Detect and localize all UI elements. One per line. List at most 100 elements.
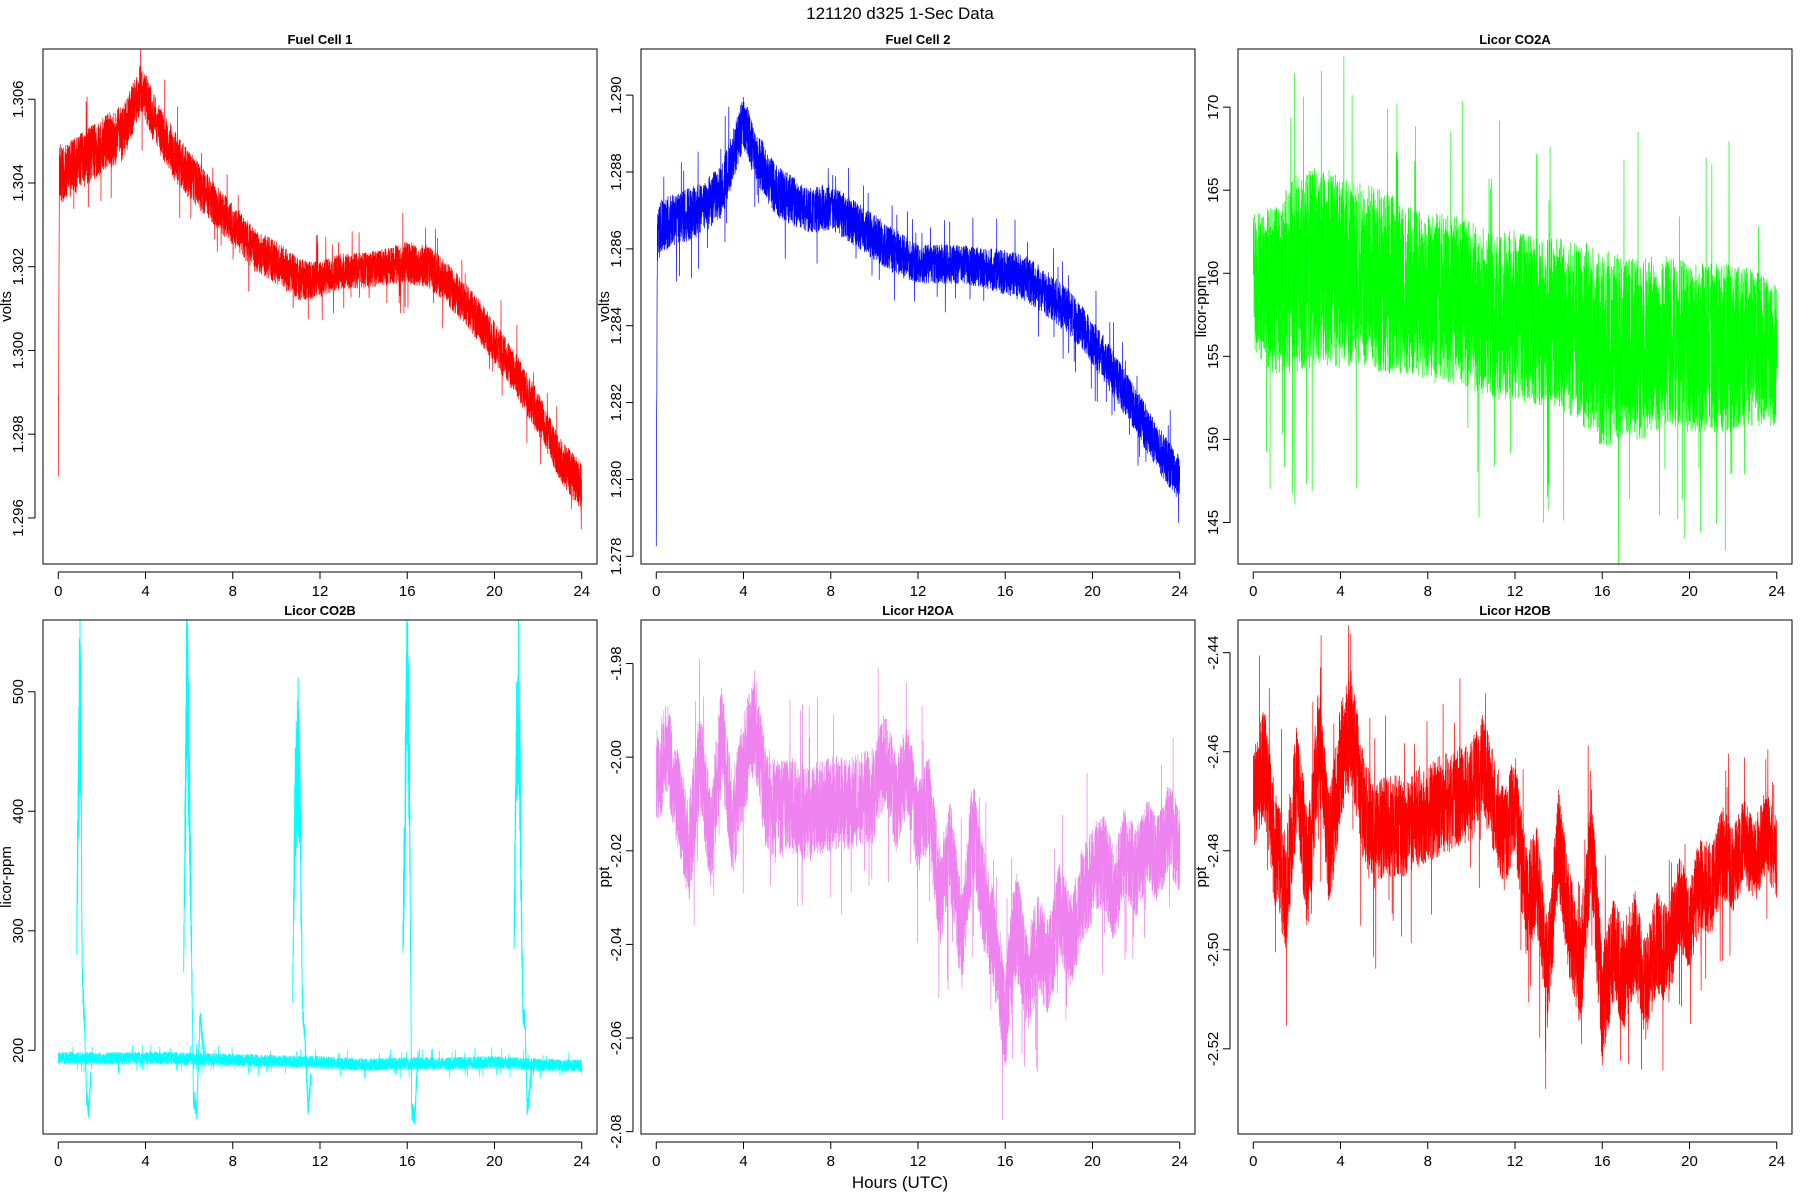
panel-title: Licor H2OA	[882, 603, 954, 618]
x-tick-label: 16	[997, 1153, 1014, 1170]
y-tick-label: -2.06	[608, 1021, 625, 1055]
y-tick-label: -1.98	[608, 646, 625, 680]
x-tick-label: 4	[739, 1153, 747, 1170]
x-tick-label: 12	[312, 583, 329, 600]
x-tick-label: 20	[1681, 1153, 1698, 1170]
x-tick-label: 20	[486, 583, 503, 600]
y-tick-label: 160	[1205, 261, 1222, 286]
y-tick-label: 1.296	[10, 499, 27, 537]
series-line	[655, 96, 1181, 547]
panel-title: Licor CO2B	[284, 603, 356, 618]
x-tick-label: 12	[910, 1153, 927, 1170]
panel-6: Licor H2OB 0 4 8 12 16 20 24 -2.52 -2.50 -2.48 -2.4…	[1193, 603, 1793, 1170]
x-tick-label: 12	[910, 583, 927, 600]
x-tick-label: 12	[312, 1153, 329, 1170]
x-tick-label: 4	[1336, 583, 1344, 600]
series	[57, 620, 583, 1125]
y-tick-label: -2.44	[1205, 636, 1222, 670]
x-tick-label: 4	[739, 583, 747, 600]
series-line	[655, 658, 1181, 1121]
panels: Fuel Cell 1 0 4 8 12 16 20 24 1.296 1.298 1.300 1.3…	[0, 32, 1793, 1170]
series	[655, 96, 1181, 547]
plot-frame	[1237, 48, 1793, 565]
y-tick-label: 1.304	[10, 164, 27, 202]
series-line	[57, 49, 583, 530]
series-spike-4	[402, 620, 419, 1125]
x-tick-label: 24	[1171, 583, 1188, 600]
x-tick-label: 8	[229, 583, 237, 600]
y-tick-label: 1.302	[10, 248, 27, 286]
series-spike-5	[513, 620, 533, 1116]
x-tick-label: 20	[486, 1153, 503, 1170]
y-tick-label: -2.50	[1205, 933, 1222, 967]
x-tick-label: 24	[1768, 583, 1785, 600]
panel-3: Licor CO2A 0 4 8 12 16 20 24 145 150 155 160 165 170 l…	[1193, 32, 1793, 600]
y-tick-label: -2.48	[1205, 834, 1222, 868]
x-tick-label: 20	[1681, 583, 1698, 600]
panel-title: Licor H2OB	[1479, 603, 1551, 618]
series	[57, 49, 583, 530]
y-axis-label: licor-ppm	[0, 846, 15, 908]
y-axis-label: licor-ppm	[1193, 276, 1210, 338]
y-tick-label: -2.04	[608, 927, 625, 961]
y-tick-label: 165	[1205, 178, 1222, 203]
x-tick-label: 16	[1594, 1153, 1611, 1170]
y-tick-label: 1.282	[608, 384, 625, 422]
panel-1: Fuel Cell 1 0 4 8 12 16 20 24 1.296 1.298 1.300 1.3…	[0, 32, 598, 600]
x-tick-label: 8	[229, 1153, 237, 1170]
series	[1252, 56, 1778, 564]
x-tick-label: 20	[1084, 1153, 1101, 1170]
x-tick-label: 0	[652, 583, 660, 600]
x-tick-label: 0	[54, 1153, 62, 1170]
series-baseline-line	[57, 1043, 583, 1079]
plot-frame	[1237, 619, 1793, 1135]
series	[1252, 625, 1778, 1090]
plot-frame	[42, 48, 598, 565]
panel-title: Fuel Cell 1	[287, 32, 352, 47]
y-tick-label: 200	[10, 1038, 27, 1063]
y-tick-label: 1.290	[608, 76, 625, 114]
y-tick-label: 1.284	[608, 307, 625, 345]
x-tick-label: 16	[1594, 583, 1611, 600]
x-tick-label: 0	[1249, 583, 1257, 600]
x-tick-label: 16	[399, 583, 416, 600]
x-tick-label: 24	[1171, 1153, 1188, 1170]
plot-frame	[640, 619, 1196, 1135]
y-tick-label: 1.288	[608, 153, 625, 191]
y-axis-label: ppt	[1193, 866, 1210, 888]
x-tick-label: 20	[1084, 583, 1101, 600]
y-tick-label: -2.00	[608, 740, 625, 774]
x-tick-label: 0	[652, 1153, 660, 1170]
y-tick-label: -2.52	[1205, 1032, 1222, 1066]
plot-frame	[42, 619, 598, 1135]
y-tick-label: -2.46	[1205, 735, 1222, 769]
y-tick-label: 400	[10, 799, 27, 824]
y-tick-label: 1.280	[608, 461, 625, 499]
x-tick-label: 4	[141, 583, 149, 600]
y-tick-label: 1.278	[608, 538, 625, 576]
x-tick-label: 0	[1249, 1153, 1257, 1170]
x-tick-label: 12	[1507, 583, 1524, 600]
y-tick-label: 170	[1205, 95, 1222, 120]
y-tick-label: 1.298	[10, 415, 27, 453]
x-tick-label: 8	[1424, 1153, 1432, 1170]
x-tick-label: 16	[997, 583, 1014, 600]
x-tick-label: 24	[573, 1153, 590, 1170]
x-tick-label: 8	[827, 1153, 835, 1170]
panel-5: Licor H2OA 0 4 8 12 16 20 24 -2.08 -2.06 -2.04 -2.0…	[596, 603, 1196, 1170]
x-tick-label: 4	[1336, 1153, 1344, 1170]
x-tick-label: 0	[54, 583, 62, 600]
figure-x-axis-label: Hours (UTC)	[852, 1173, 948, 1192]
x-tick-label: 8	[1424, 583, 1432, 600]
y-tick-label: -2.08	[608, 1115, 625, 1149]
y-tick-label: 300	[10, 918, 27, 943]
series-spike-3	[292, 677, 312, 1115]
x-tick-label: 12	[1507, 1153, 1524, 1170]
y-axis-label: volts	[596, 291, 613, 322]
panel-title: Licor CO2A	[1479, 32, 1551, 47]
series-line	[1252, 625, 1778, 1090]
panel-title: Fuel Cell 2	[885, 32, 950, 47]
series-line	[1252, 56, 1778, 564]
